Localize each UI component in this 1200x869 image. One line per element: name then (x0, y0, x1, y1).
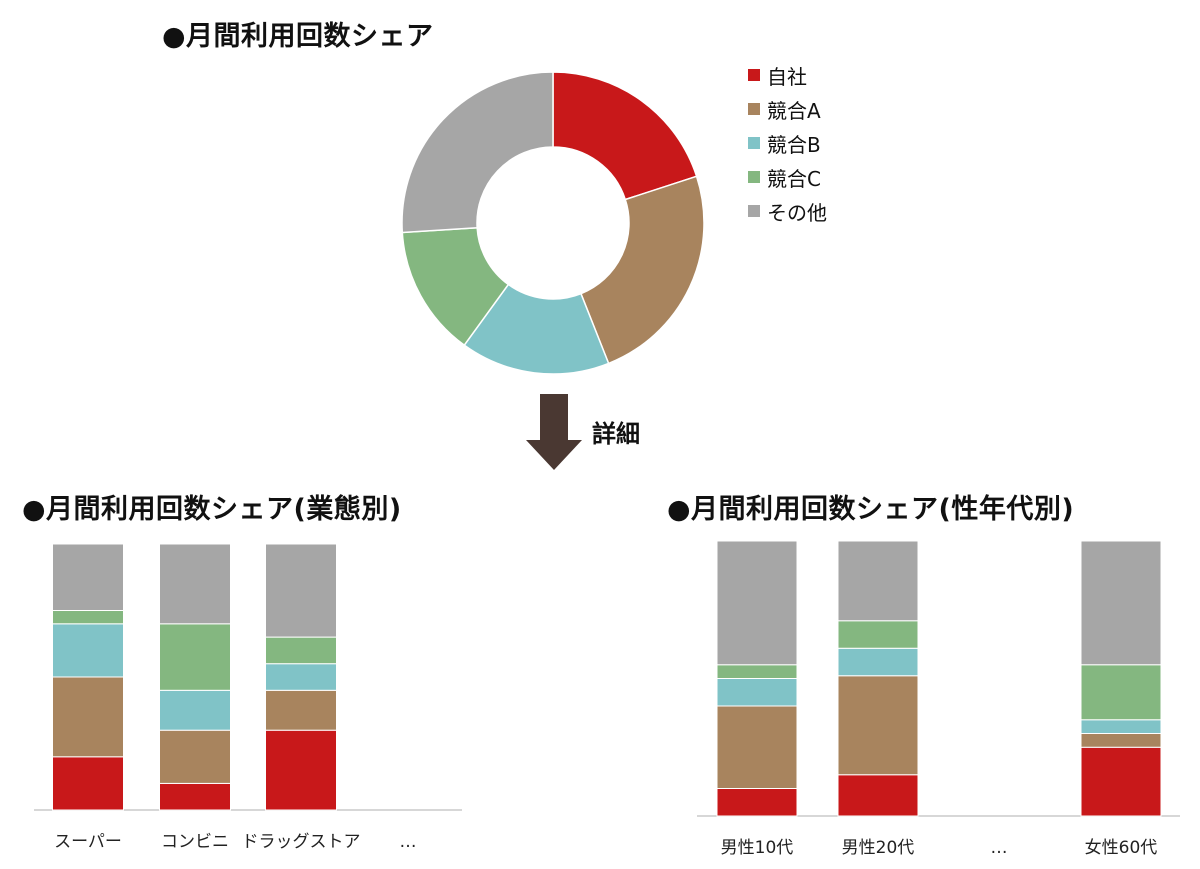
arrow-label: 詳細 (592, 420, 640, 448)
legend-label: 競合C (767, 166, 821, 191)
bar-segment-自社-1 (52, 756, 124, 811)
bar-segment-競合A-1 (52, 676, 124, 758)
donut-chart-title: ●月間利用回数シェア (162, 21, 434, 52)
legend-swatch (748, 205, 760, 217)
donut-chart (401, 71, 705, 375)
bar-segment-その他-1 (52, 543, 124, 611)
bar-segment-その他-2 (837, 540, 919, 622)
bar-segment-自社-2 (837, 774, 919, 817)
bar-segment-競合B-1 (716, 678, 798, 707)
category-label: 男性20代 (842, 838, 915, 858)
bar-segment-競合B-3 (265, 663, 337, 691)
down-arrow-shape (526, 394, 582, 470)
bar-segment-競合B-2 (159, 689, 231, 731)
category-label: 男性10代 (721, 838, 794, 858)
bar-segment-競合C-4 (1080, 664, 1162, 721)
category-label: … (991, 838, 1008, 858)
bar-segment-競合C-1 (716, 664, 798, 679)
bar-segment-自社-1 (716, 788, 798, 817)
bar-segment-その他-4 (1080, 540, 1162, 666)
business-type-stacked-bar-chart: スーパー コンビニ ドラッグストア … (34, 543, 462, 852)
donut-slice-5 (401, 71, 554, 234)
category-label: ドラッグストア (242, 832, 361, 852)
bar-segment-競合A-4 (1080, 733, 1162, 748)
legend-label: その他 (767, 200, 827, 225)
bar-segment-自社-2 (159, 782, 231, 811)
bar-segment-その他-3 (265, 543, 337, 638)
bar-segment-競合A-2 (837, 675, 919, 776)
category-label: コンビニ (161, 832, 229, 852)
bar-segment-自社-4 (1080, 746, 1162, 817)
gender-age-chart-title: ●月間利用回数シェア(性年代別) (667, 494, 1075, 525)
legend-label: 自社 (767, 64, 807, 89)
bar-segment-競合C-1 (52, 610, 124, 625)
donut-legend: 自社競合A 競合B 競合C その他 (748, 58, 827, 228)
donut-slice-2 (580, 175, 705, 365)
donut-slice-1 (552, 71, 698, 201)
legend-item: 競合A (748, 92, 827, 126)
legend-item: 競合C (748, 160, 827, 194)
bar-segment-競合A-1 (716, 705, 798, 789)
down-arrow-icon (526, 394, 582, 470)
legend-swatch (748, 171, 760, 183)
bar-segment-競合C-2 (837, 620, 919, 649)
legend-item: 競合B (748, 126, 827, 160)
bar-segment-その他-2 (159, 543, 231, 625)
bar-segment-競合C-2 (159, 623, 231, 691)
bar-segment-競合A-3 (265, 689, 337, 731)
category-label: 女性60代 (1085, 838, 1158, 858)
category-label: … (400, 832, 417, 852)
bar-segment-競合A-2 (159, 729, 231, 784)
legend-item: その他 (748, 194, 827, 228)
bar-segment-競合B-1 (52, 623, 124, 678)
bar-segment-自社-3 (265, 729, 337, 811)
legend-swatch (748, 69, 760, 81)
business-type-chart-title: ●月間利用回数シェア(業態別) (22, 494, 402, 525)
bar-segment-競合B-4 (1080, 719, 1162, 734)
bar-segment-その他-1 (716, 540, 798, 666)
bar-segment-競合B-2 (837, 647, 919, 677)
legend-label: 競合A (767, 98, 821, 123)
bar-segment-競合C-3 (265, 636, 337, 665)
gender-age-stacked-bar-chart: 男性10代 男性20代 … 女性60代 (697, 540, 1180, 858)
legend-label: 競合B (767, 132, 821, 157)
legend-swatch (748, 103, 760, 115)
legend-item: 自社 (748, 58, 827, 92)
legend-swatch (748, 137, 760, 149)
category-label: スーパー (54, 832, 122, 852)
